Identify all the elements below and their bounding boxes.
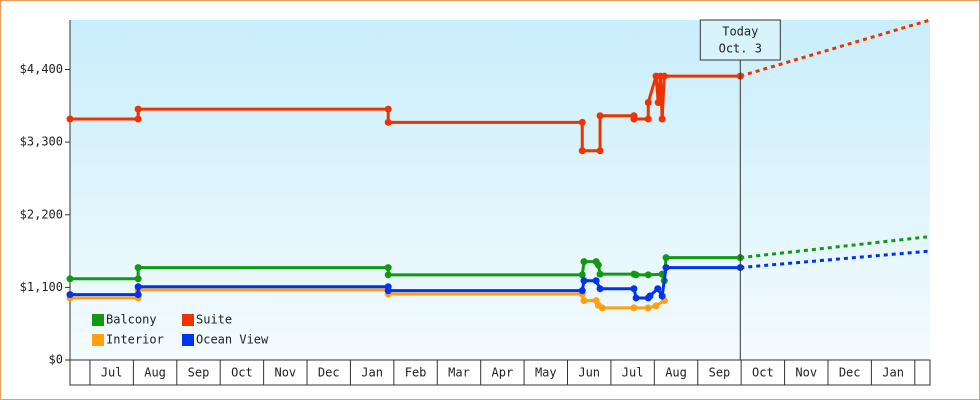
x-tick-label: Feb [405, 366, 427, 380]
legend-label: Interior [106, 333, 164, 347]
price-point [632, 271, 640, 279]
price-point [580, 258, 588, 266]
x-tick-label: Jun [578, 366, 600, 380]
legend-label: Ocean View [196, 333, 269, 347]
y-tick-label: $2,200 [20, 207, 63, 221]
price-point [632, 294, 640, 302]
price-point [384, 271, 392, 279]
legend-swatch [182, 334, 194, 346]
x-tick-label: Dec [839, 366, 861, 380]
y-tick-label: $3,300 [20, 135, 63, 149]
x-tick-label: Jan [361, 366, 383, 380]
plot-area [70, 20, 930, 360]
price-point [134, 283, 142, 291]
price-point [66, 275, 74, 283]
price-point [660, 72, 668, 80]
price-point [134, 291, 142, 299]
x-tick-label: Sep [709, 366, 731, 380]
price-point [66, 291, 74, 299]
x-tick-label: Sep [188, 366, 210, 380]
x-tick-label: May [535, 366, 557, 380]
price-point [578, 147, 586, 155]
x-tick-label: Nov [795, 366, 817, 380]
price-point [630, 115, 638, 123]
legend-swatch [182, 314, 194, 326]
price-point [596, 147, 604, 155]
price-point [592, 277, 600, 285]
y-tick-label: $4,400 [20, 62, 63, 76]
price-point [580, 277, 588, 285]
legend-label: Suite [196, 313, 232, 327]
price-point [630, 304, 638, 312]
today-label: Today [722, 25, 758, 39]
price-point [644, 99, 652, 107]
price-point [596, 285, 604, 293]
price-point [384, 287, 392, 295]
price-point [594, 261, 602, 269]
price-point [596, 270, 604, 278]
legend-swatch [92, 334, 104, 346]
price-point [134, 105, 142, 113]
price-point [384, 105, 392, 113]
price-point [134, 264, 142, 272]
price-point [658, 115, 666, 123]
price-point [654, 99, 662, 107]
price-point [652, 302, 660, 310]
x-tick-label: Oct [752, 366, 774, 380]
price-point [580, 297, 588, 305]
price-point [134, 115, 142, 123]
x-tick-label: Jul [101, 366, 123, 380]
price-point [578, 271, 586, 279]
price-point [644, 115, 652, 123]
x-tick-label: Apr [492, 366, 514, 380]
legend-swatch [92, 314, 104, 326]
price-point [578, 287, 586, 295]
price-point [66, 115, 74, 123]
x-tick-label: Mar [448, 366, 470, 380]
price-point [644, 304, 652, 312]
forecast-line [739, 18, 931, 78]
price-point [654, 285, 662, 293]
price-point [384, 118, 392, 126]
x-tick-label: Oct [231, 366, 253, 380]
price-point [646, 292, 654, 300]
x-tick-label: Aug [665, 366, 687, 380]
x-tick-label: Jan [882, 366, 904, 380]
y-tick-label: $1,100 [20, 280, 63, 294]
price-point [662, 264, 670, 272]
today-label: Oct. 3 [719, 42, 762, 56]
price-point [644, 271, 652, 279]
x-tick-label: Jul [622, 366, 644, 380]
x-tick-label: Dec [318, 366, 340, 380]
x-tick-label: Nov [274, 366, 296, 380]
legend-label: Balcony [106, 313, 157, 327]
today-box [699, 19, 781, 61]
price-point [598, 304, 606, 312]
y-tick-label: $0 [49, 353, 63, 367]
price-point [384, 264, 392, 272]
x-axis-band [69, 359, 931, 386]
price-point [658, 292, 666, 300]
price-point [134, 275, 142, 283]
x-tick-label: Aug [144, 366, 166, 380]
price-point [596, 112, 604, 120]
price-point [630, 285, 638, 293]
price-point [662, 254, 670, 262]
price-point [578, 118, 586, 126]
